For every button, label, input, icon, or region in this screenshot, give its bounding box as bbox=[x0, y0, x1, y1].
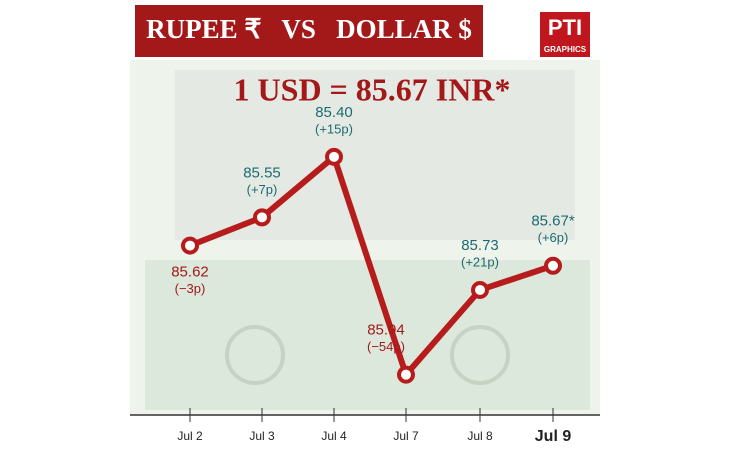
change-label: (+7p) bbox=[247, 182, 278, 197]
line bbox=[188, 153, 554, 378]
dollar-note bbox=[145, 260, 590, 410]
change-label: (−3p) bbox=[175, 281, 206, 296]
x-tick-label: Jul 2 bbox=[177, 429, 203, 443]
point bbox=[181, 236, 199, 255]
change-label: (+21p) bbox=[461, 254, 499, 269]
value-label: 85.94 bbox=[367, 322, 405, 339]
value-label: 85.62 bbox=[171, 264, 209, 281]
title-box bbox=[135, 5, 483, 57]
logo-box bbox=[540, 12, 590, 57]
seal bbox=[450, 325, 510, 385]
chart-title: RUPEE ₹ VS DOLLAR $ bbox=[146, 14, 472, 44]
point bbox=[253, 208, 271, 227]
change-label: (−54p) bbox=[367, 339, 405, 354]
logo: PTI bbox=[548, 15, 582, 40]
x-tick-label: Jul 4 bbox=[321, 429, 347, 443]
value-label: 85.73 bbox=[461, 237, 499, 254]
rupee-note bbox=[175, 70, 575, 240]
point bbox=[544, 256, 562, 275]
point bbox=[471, 280, 489, 299]
value-label: 85.67* bbox=[531, 213, 575, 230]
point bbox=[397, 365, 415, 384]
x-tick-label: Jul 3 bbox=[249, 429, 275, 443]
value-label: 85.55 bbox=[243, 164, 281, 181]
x-tick-label: Jul 8 bbox=[467, 429, 493, 443]
x-tick-label: Jul 9 bbox=[535, 428, 572, 445]
subtitle: 1 USD = 85.67 INR* bbox=[234, 71, 511, 107]
value-label: 85.40 bbox=[315, 104, 353, 121]
point bbox=[325, 147, 343, 166]
logo-sub: GRAPHICS bbox=[544, 45, 587, 54]
x-tick-label: Jul 7 bbox=[393, 429, 419, 443]
change-label: (+6p) bbox=[538, 230, 569, 245]
seal bbox=[225, 325, 285, 385]
change-label: (+15p) bbox=[315, 121, 353, 136]
